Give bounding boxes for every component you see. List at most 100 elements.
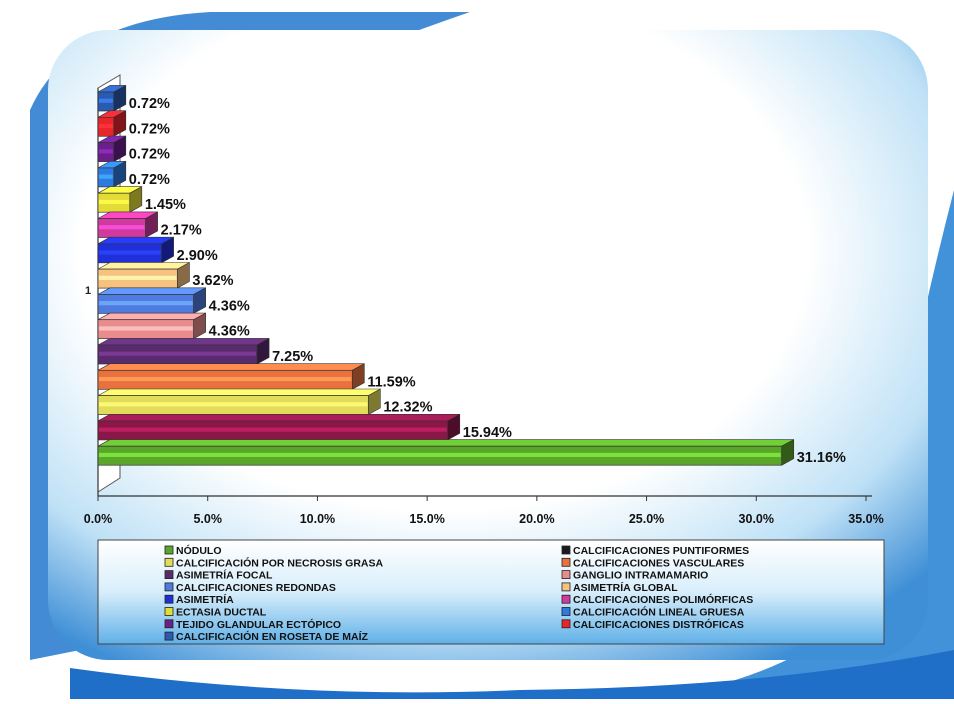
legend-swatch	[561, 619, 571, 629]
bar-side-face	[177, 261, 190, 289]
data-label: 31.16%	[797, 450, 846, 466]
data-label: 2.90%	[177, 248, 218, 264]
legend-label: CALCIFICACIONES VASCULARES	[573, 557, 744, 569]
blue-swoosh-bottom	[70, 650, 954, 699]
bar-highlight	[99, 149, 113, 154]
bar	[97, 261, 190, 289]
bar-highlight	[99, 275, 177, 280]
legend-swatch	[164, 582, 174, 592]
bar-highlight	[99, 199, 129, 205]
bar-top-face	[97, 338, 270, 346]
bar-top-face	[97, 439, 794, 447]
bar-side-face	[113, 135, 127, 163]
bar-top-face	[97, 262, 190, 270]
bar-side-face	[113, 110, 127, 137]
legend-label: TEJIDO GLANDULAR ECTÓPICO	[176, 618, 341, 631]
legend-swatch	[561, 607, 571, 616]
legend-swatch	[164, 619, 174, 629]
legend-swatch	[561, 582, 571, 592]
bar-top-face	[97, 312, 206, 320]
bar-side-face	[161, 236, 174, 264]
data-label: 4.36%	[209, 324, 250, 340]
bar	[97, 312, 206, 340]
bar	[97, 110, 127, 137]
bar-top-face	[97, 287, 206, 295]
data-label: 0.72%	[129, 172, 170, 188]
data-label: 12.32%	[383, 400, 432, 416]
category-label: 1	[85, 285, 91, 297]
legend-label: GANGLIO INTRAMAMARIO	[573, 570, 708, 582]
bar-side-face	[193, 312, 206, 340]
legend-swatch	[561, 570, 571, 579]
bar-highlight	[99, 98, 113, 103]
bar-highlight	[99, 351, 257, 356]
bar	[97, 186, 143, 213]
bar-highlight	[99, 250, 161, 255]
chart-panel	[48, 30, 928, 660]
bar-highlight	[99, 452, 781, 458]
data-label: 3.62%	[192, 273, 233, 289]
bar	[97, 135, 127, 163]
legend-swatch	[561, 594, 571, 604]
legend-label: ASIMETRÍA FOCAL	[176, 569, 273, 582]
data-label: 2.17%	[161, 223, 202, 239]
bar-side-face	[113, 160, 127, 188]
x-tick-label: 5.0%	[193, 512, 222, 526]
legend-label: CALCIFICACIONES PUNTIFORMES	[573, 545, 749, 557]
legend-swatch	[164, 594, 174, 604]
bar	[97, 236, 174, 264]
legend-label: ASIMETRÍA	[176, 593, 234, 606]
bar-side-face	[781, 439, 795, 466]
bar-top-face	[97, 363, 365, 371]
bar	[97, 84, 127, 112]
legend-label: CALCIFICACIONES REDONDAS	[176, 582, 336, 594]
data-label: 15.94%	[463, 425, 512, 441]
x-tick-label: 20.0%	[519, 512, 554, 526]
bar-top-face	[97, 414, 460, 422]
bar-top-face	[97, 388, 381, 396]
x-tick-label: 10.0%	[300, 512, 335, 526]
legend-swatch	[164, 607, 174, 616]
bar-side-face	[113, 84, 127, 112]
bar-side-face	[145, 211, 158, 239]
legend-swatch	[164, 545, 174, 555]
bar	[97, 388, 381, 416]
bar	[97, 287, 206, 314]
bar	[97, 337, 270, 365]
legend-swatch	[164, 570, 174, 579]
data-label: 1.45%	[145, 197, 186, 213]
data-label: 0.72%	[129, 96, 170, 112]
bar-highlight	[99, 326, 193, 331]
data-label: 7.25%	[272, 349, 313, 365]
bar-side-face	[447, 413, 461, 441]
bar-highlight	[99, 376, 352, 382]
bar-side-face	[129, 186, 143, 213]
x-tick-label: 0.0%	[84, 512, 113, 526]
legend-label: NÓDULO	[176, 544, 222, 557]
bar-side-face	[352, 363, 365, 390]
x-tick-label: 30.0%	[739, 512, 774, 526]
legend-box	[97, 539, 885, 645]
bar	[97, 160, 127, 188]
bar-side-face	[193, 287, 206, 314]
legend-label: CALCIFICACIÓN POR NECROSIS GRASA	[176, 556, 384, 569]
bar-highlight	[99, 402, 368, 407]
data-label: 11.59%	[367, 374, 415, 390]
bar	[97, 413, 461, 441]
legend-label: CALCIFICACIÓN EN ROSETA DE MAÍZ	[176, 630, 368, 643]
bar-side-face	[368, 388, 381, 416]
bar	[97, 439, 795, 466]
legend-label: ASIMETRÍA GLOBAL	[573, 581, 678, 594]
data-label: 0.72%	[129, 121, 170, 137]
legend-swatch	[561, 557, 571, 567]
legend-swatch	[561, 545, 571, 555]
bar-highlight	[99, 427, 447, 432]
legend-label: CALCIFICACIONES POLIMÓRFICAS	[573, 593, 753, 606]
x-tick-label: 15.0%	[409, 512, 444, 526]
bar-highlight	[99, 225, 145, 230]
legend-label: CALCIFICACIÓN LINEAL GRUESA	[573, 606, 745, 619]
bar	[97, 363, 365, 390]
legend-label: ECTASIA DUCTAL	[176, 607, 267, 619]
x-tick-label: 25.0%	[629, 512, 664, 526]
